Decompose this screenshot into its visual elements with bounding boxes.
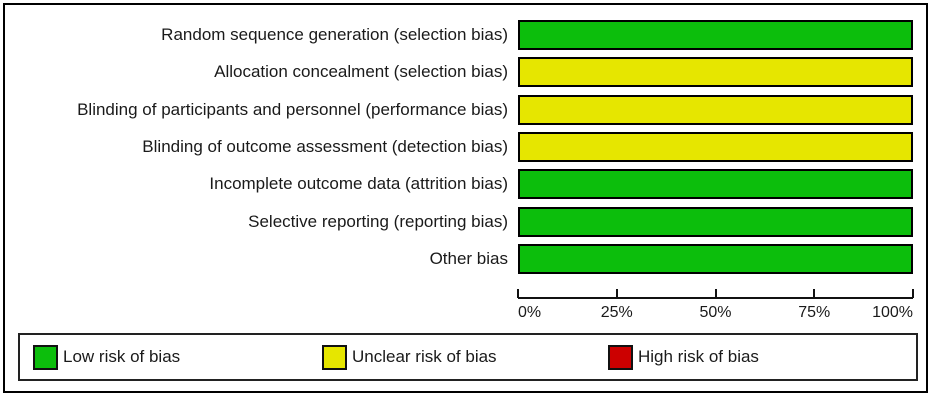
bias-bar-track — [518, 57, 913, 88]
bias-row-label: Blinding of participants and personnel (… — [77, 99, 508, 119]
x-axis-tick-label: 50% — [699, 304, 732, 321]
bar-segment-low-risk — [518, 20, 913, 50]
bar-segment-unclear-risk — [518, 57, 913, 88]
legend-label: High risk of bias — [638, 347, 759, 366]
x-axis-tick-label: 0% — [518, 304, 542, 321]
x-axis-tick-labels: 0% 25% 50% 75% 100% — [518, 304, 913, 324]
x-axis-tick-label: 25% — [600, 304, 633, 321]
bias-row: Blinding of outcome assessment (detectio… — [5, 132, 926, 163]
bias-row: Incomplete outcome data (attrition bias) — [5, 169, 926, 200]
bias-bar-track — [518, 20, 913, 50]
x-axis-tick — [912, 289, 914, 298]
bias-bar-track — [518, 132, 913, 163]
legend-swatch — [33, 344, 58, 370]
bias-row: Blinding of participants and personnel (… — [5, 94, 926, 125]
bias-row: Selective reporting (reporting bias) — [5, 206, 926, 237]
bar-segment-low-risk — [518, 206, 913, 237]
legend-swatch — [322, 344, 347, 370]
bias-row-label: Incomplete outcome data (attrition bias) — [209, 174, 508, 194]
x-axis-tick-label: 100% — [872, 304, 913, 321]
legend-swatch — [608, 344, 633, 370]
x-axis-tick-label: 75% — [798, 304, 831, 321]
x-axis-tick — [517, 289, 519, 298]
bias-bar-track — [518, 244, 913, 275]
bar-segment-unclear-risk — [518, 132, 913, 163]
bias-row-label: Selective reporting (reporting bias) — [248, 211, 508, 231]
legend-item: High risk of bias — [608, 335, 759, 379]
bias-bar-track — [518, 169, 913, 200]
chart-frame: Random sequence generation (selection bi… — [3, 3, 928, 393]
bias-row: Allocation concealment (selection bias) — [5, 57, 926, 88]
bias-rows: Random sequence generation (selection bi… — [5, 20, 926, 281]
bias-bar-track — [518, 94, 913, 125]
legend-label: Unclear risk of bias — [352, 347, 497, 366]
x-axis-tick — [615, 289, 618, 298]
bias-row: Random sequence generation (selection bi… — [5, 20, 926, 50]
legend-box: Low risk of bias Unclear risk of bias High… — [18, 333, 918, 381]
bar-segment-low-risk — [518, 169, 913, 200]
bias-row-label: Blinding of outcome assessment (detectio… — [142, 137, 508, 157]
legend-item: Unclear risk of bias — [322, 335, 497, 379]
legend-label: Low risk of bias — [63, 347, 181, 366]
bias-row-label: Allocation concealment (selection bias) — [214, 62, 508, 82]
bias-row-label: Other bias — [429, 249, 508, 269]
x-axis-line — [517, 289, 914, 299]
x-axis-tick — [813, 289, 816, 298]
bias-row-label: Random sequence generation (selection bi… — [161, 25, 508, 44]
x-axis-tick — [714, 289, 717, 298]
bar-segment-low-risk — [518, 244, 913, 275]
bias-bar-track — [518, 206, 913, 237]
bar-segment-unclear-risk — [518, 94, 913, 125]
legend-item: Low risk of bias — [33, 335, 180, 379]
bias-row: Other bias — [5, 244, 926, 275]
